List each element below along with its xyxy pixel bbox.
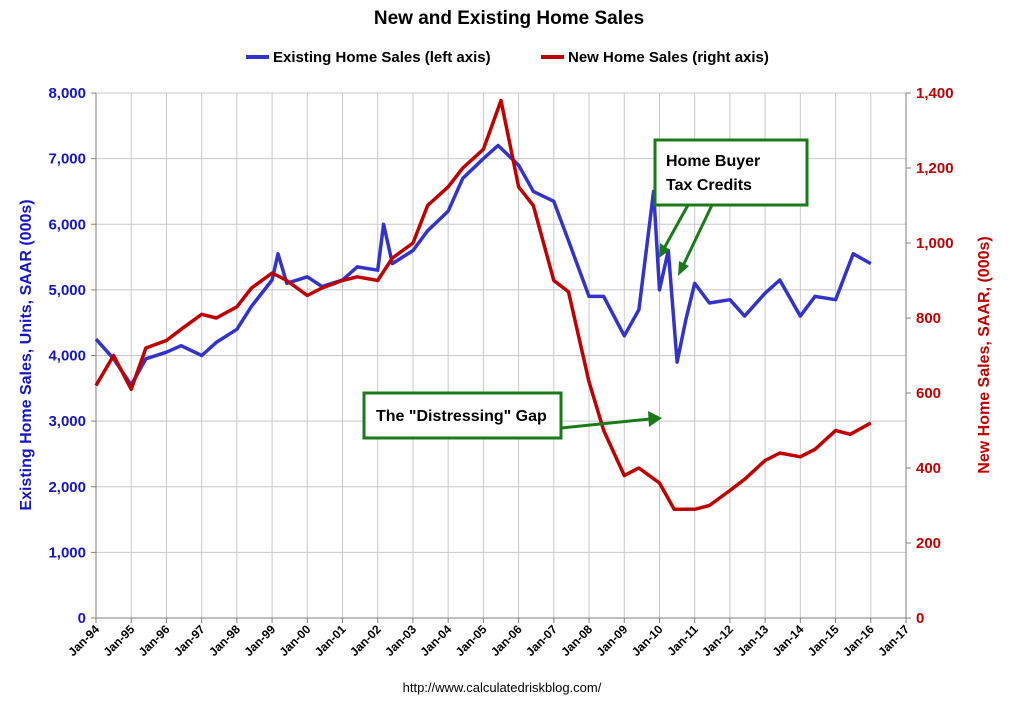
chart-title: New and Existing Home Sales (374, 8, 644, 29)
x-tick-label: Jan-98 (206, 622, 243, 659)
y-left-ticks: 0 1,000 2,000 3,000 4,000 5,000 6,000 7,000 8,00… (48, 85, 96, 627)
x-tick-label: Jan-95 (101, 622, 138, 659)
x-tick-label: Jan-02 (347, 622, 384, 659)
y-left-tick-label: 6,000 (48, 216, 86, 233)
y-right-tick-label: 1,400 (916, 85, 954, 102)
tax-credit-callout-line-1: Home Buyer (666, 153, 760, 170)
x-tick-label: Jan-15 (805, 622, 842, 659)
y-left-tick-label: 4,000 (48, 348, 86, 365)
existing-home-sales-line (94, 143, 872, 387)
x-tick-label: Jan-94 (65, 622, 102, 659)
x-tick-label: Jan-06 (488, 622, 525, 659)
x-tick-label: Jan-12 (699, 622, 736, 659)
y-right-tick-label: 800 (916, 310, 941, 327)
x-tick-label: Jan-04 (418, 622, 455, 659)
y-left-tick-label: 8,000 (48, 85, 86, 102)
y-right-tick-label: 200 (916, 535, 941, 552)
x-tick-label: Jan-09 (594, 622, 631, 659)
tax-credit-arrow-1 (660, 204, 690, 253)
y-right-tick-label: 1,000 (916, 235, 954, 252)
x-ticks: Jan-94Jan-95Jan-96Jan-97Jan-98Jan-99Jan-… (65, 618, 912, 659)
y-left-tick-label: 0 (78, 610, 86, 627)
x-tick-label: Jan-14 (770, 622, 807, 659)
y-right-tick-label: 1,200 (916, 160, 954, 177)
y-right-ticks: 0 200 400 600 800 1,000 1,200 1,400 (906, 85, 954, 627)
x-tick-label: Jan-17 (875, 622, 912, 659)
x-tick-label: Jan-99 (241, 622, 278, 659)
tax-credit-arrowhead-2 (678, 261, 689, 276)
series-layer (94, 98, 872, 512)
x-tick-label: Jan-13 (734, 622, 771, 659)
tax-credit-callout-line-2: Tax Credits (666, 177, 752, 194)
tax-credit-callout-box (653, 138, 809, 207)
gap-callout-box (362, 391, 563, 440)
x-tick-label: Jan-96 (136, 622, 173, 659)
legend-label-new: New Home Sales (right axis) (568, 49, 769, 66)
y-left-tick-label: 2,000 (48, 479, 86, 496)
y-left-tick-label: 5,000 (48, 282, 86, 299)
y-right-tick-label: 400 (916, 460, 941, 477)
x-tick-label: Jan-10 (629, 622, 666, 659)
x-tick-label: Jan-00 (277, 622, 314, 659)
tax-credit-arrow-2 (679, 204, 714, 271)
y-right-tick-label: 600 (916, 385, 941, 402)
legend: Existing Home Sales (left axis) New Home… (246, 49, 769, 66)
new-home-sales-line (94, 98, 872, 512)
x-tick-label: Jan-01 (312, 622, 349, 659)
y-left-tick-label: 3,000 (48, 413, 86, 430)
source-url: http://www.calculatedriskblog.com/ (403, 680, 602, 695)
y-left-tick-label: 1,000 (48, 544, 86, 561)
annotations: Home Buyer Tax Credits The "Distressing"… (362, 138, 809, 440)
gap-callout-text: The "Distressing" Gap (376, 408, 547, 425)
y-axis-left-label: Existing Home Sales, Units, SAAR (000s) (18, 199, 35, 510)
y-axis-right-label: New Home Sales, SAAR, (000s) (976, 236, 993, 473)
x-tick-label: Jan-05 (453, 622, 490, 659)
x-tick-label: Jan-07 (523, 622, 560, 659)
y-right-tick-label: 0 (916, 610, 924, 627)
x-tick-label: Jan-03 (382, 622, 419, 659)
gap-arrow (560, 417, 651, 430)
x-tick-label: Jan-97 (171, 622, 208, 659)
x-tick-label: Jan-16 (840, 622, 877, 659)
y-left-tick-label: 7,000 (48, 151, 86, 168)
legend-label-existing: Existing Home Sales (left axis) (273, 49, 491, 66)
x-tick-label: Jan-08 (558, 622, 595, 659)
tax-credit-arrowhead-1 (659, 243, 670, 258)
x-tick-label: Jan-11 (665, 622, 702, 659)
gap-arrowhead (648, 411, 662, 427)
